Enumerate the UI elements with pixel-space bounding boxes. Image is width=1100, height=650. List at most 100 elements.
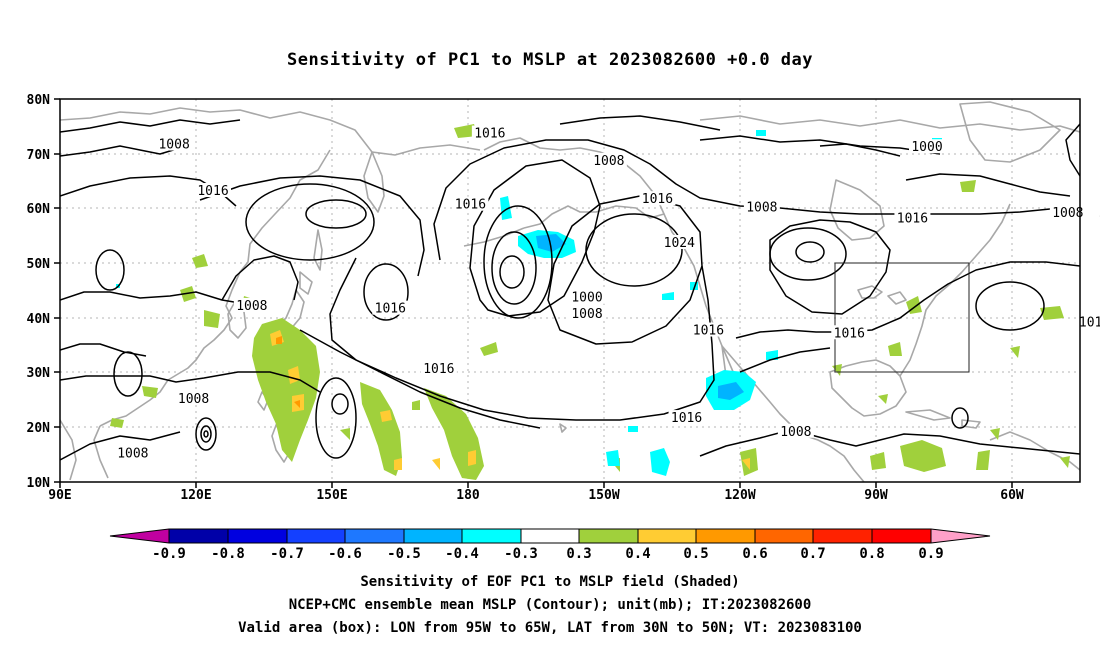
contour-label: 1008 bbox=[117, 447, 148, 462]
colorbar: -0.9 -0.8 -0.7 -0.6 -0.5 -0.4 -0.3 0.3 0… bbox=[109, 528, 991, 562]
colorbar-left-arrow bbox=[110, 529, 169, 543]
lat-label: 30N bbox=[27, 366, 51, 381]
colorbar-label: 0.6 bbox=[742, 546, 767, 562]
contour-label-bg bbox=[831, 325, 868, 340]
lat-label: 40N bbox=[27, 312, 51, 327]
colorbar-swatch bbox=[579, 529, 638, 543]
caption-valid-area: Valid area (box): LON from 95W to 65W, L… bbox=[238, 620, 862, 636]
contour-label: 1016 bbox=[197, 184, 228, 199]
contour-label: 1008 bbox=[1052, 206, 1083, 221]
mslp-contours bbox=[60, 115, 1080, 461]
lat-label: 80N bbox=[27, 93, 51, 108]
lat-label: 70N bbox=[27, 148, 51, 163]
contour-label: 1016 bbox=[423, 362, 454, 377]
contour-label-bg bbox=[452, 196, 489, 211]
colorbar-swatch bbox=[345, 529, 404, 543]
map-title: Sensitivity of PC1 to MSLP at 2023082600… bbox=[286, 50, 813, 70]
contour-label-bg bbox=[1096, 213, 1100, 228]
contour-label-bg bbox=[1049, 204, 1086, 219]
colorbar-label: 0.3 bbox=[566, 546, 591, 562]
contour-label: 1016 bbox=[642, 192, 673, 207]
colorbar-label: 0.4 bbox=[625, 546, 650, 562]
contour-label: 1016 bbox=[1079, 315, 1100, 330]
contour-label-bg bbox=[894, 210, 931, 225]
contour-label-bg bbox=[909, 139, 945, 154]
colorbar-swatch bbox=[169, 529, 228, 543]
lon-label: 180 bbox=[456, 488, 480, 503]
contour-label: 1016 bbox=[834, 326, 865, 341]
colorbar-swatch bbox=[521, 529, 579, 543]
valid-area-box bbox=[834, 262, 970, 373]
contour-label-bg bbox=[114, 445, 151, 460]
contour-label: 1016 bbox=[375, 302, 406, 317]
colorbar-swatch bbox=[813, 529, 872, 543]
contour-label-bg bbox=[569, 289, 605, 304]
colorbar-swatch bbox=[228, 529, 287, 543]
contour-label: 1016 bbox=[693, 324, 724, 339]
contour-label-bg bbox=[743, 199, 780, 214]
colorbar-swatch bbox=[404, 529, 462, 543]
lon-label: 150W bbox=[588, 488, 619, 503]
colorbar-label: -0.5 bbox=[387, 546, 421, 562]
lat-label: 10N bbox=[27, 476, 51, 491]
contour-label-bg bbox=[420, 360, 457, 375]
caption-contour: NCEP+CMC ensemble mean MSLP (Contour); u… bbox=[288, 597, 812, 613]
colorbar-label: -0.9 bbox=[152, 546, 186, 562]
colorbar-label: 0.8 bbox=[859, 546, 884, 562]
contour-label: 1008 bbox=[571, 307, 602, 322]
contour-label: 1008 bbox=[178, 392, 209, 407]
lon-label: 120W bbox=[724, 488, 755, 503]
colorbar-swatch bbox=[696, 529, 755, 543]
contour-label: 1008 bbox=[593, 154, 624, 169]
colorbar-label: -0.8 bbox=[211, 546, 245, 562]
colorbar-label: -0.6 bbox=[328, 546, 362, 562]
contour-label-bg bbox=[661, 234, 698, 249]
lon-label: 90E bbox=[48, 488, 71, 503]
colorbar-label: -0.7 bbox=[270, 546, 304, 562]
longitude-labels: 90E 120E 150E 180 150W 120W 90W 60W bbox=[48, 488, 1024, 503]
colorbar-label: 0.5 bbox=[683, 546, 708, 562]
map-frame bbox=[59, 98, 1081, 483]
colorbar-swatch bbox=[872, 529, 931, 543]
contour-label-bg bbox=[372, 300, 409, 315]
latitude-labels: 80N 70N 60N 50N 40N 30N 20N 10N bbox=[27, 93, 51, 491]
colorbar-swatch bbox=[755, 529, 813, 543]
contour-label: 1008 bbox=[780, 425, 811, 440]
contour-label: 1008 bbox=[746, 200, 777, 215]
contour-label: 1016 bbox=[671, 411, 702, 426]
lon-label: 90W bbox=[864, 488, 888, 503]
lon-label: 150E bbox=[316, 488, 347, 503]
colorbar-swatch bbox=[638, 529, 696, 543]
contour-label-bg bbox=[175, 390, 212, 405]
lat-label: 60N bbox=[27, 202, 51, 217]
colorbar-label: -0.4 bbox=[445, 546, 479, 562]
contour-label: 1016 bbox=[474, 127, 505, 142]
contour-label-bg bbox=[195, 183, 231, 198]
contour-label-bg bbox=[233, 297, 270, 312]
contour-label: 1008 bbox=[158, 138, 189, 153]
caption-shading: Sensitivity of EOF PC1 to MSLP field (Sh… bbox=[360, 574, 740, 590]
colorbar-label: 0.9 bbox=[918, 546, 943, 562]
sensitivity-shading bbox=[110, 124, 1070, 480]
lon-label: 120E bbox=[180, 488, 211, 503]
colorbar-label: -0.3 bbox=[504, 546, 538, 562]
contour-label-bg bbox=[569, 306, 605, 321]
lat-label: 50N bbox=[27, 257, 51, 272]
contour-label-bg bbox=[777, 423, 814, 438]
contour-label: 1016 bbox=[1098, 214, 1100, 229]
contour-label-bg bbox=[1076, 314, 1100, 329]
colorbar-right-arrow bbox=[931, 529, 990, 543]
contour-label-bg bbox=[590, 152, 627, 167]
contour-label: 1008 bbox=[236, 299, 267, 314]
contour-label-bg bbox=[156, 136, 193, 151]
lon-label: 60W bbox=[1000, 488, 1024, 503]
axis-ticks bbox=[54, 98, 1013, 488]
lat-label: 20N bbox=[27, 421, 51, 436]
contour-label-bg bbox=[668, 410, 705, 425]
contour-label: 1024 bbox=[664, 236, 695, 251]
contour-label: 1000 bbox=[571, 291, 602, 306]
contour-label: 1000 bbox=[911, 140, 942, 155]
colorbar-label: 0.7 bbox=[800, 546, 825, 562]
